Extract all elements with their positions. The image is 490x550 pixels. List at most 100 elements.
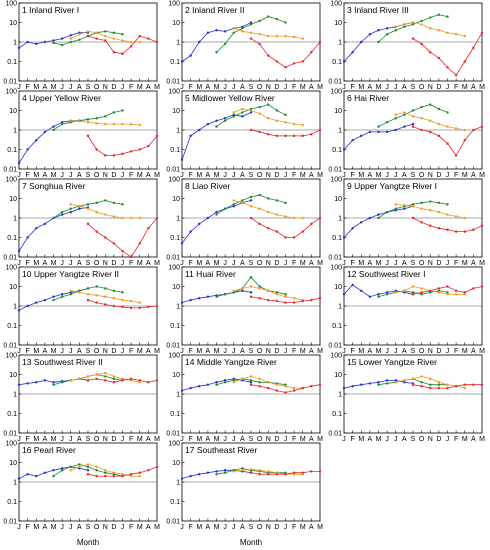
data-point <box>454 289 458 293</box>
data-point <box>86 30 90 33</box>
x-tick-label: O <box>94 260 100 267</box>
data-point <box>215 381 218 384</box>
data-point <box>411 203 415 206</box>
x-tick-label: M <box>462 84 468 91</box>
x-tick-label: M <box>300 84 306 91</box>
data-point <box>155 465 159 469</box>
series-line <box>181 112 252 160</box>
x-tick-label: J <box>385 172 389 179</box>
data-point <box>446 383 449 386</box>
data-point <box>121 122 124 126</box>
data-point <box>437 287 441 290</box>
data-point <box>463 383 466 386</box>
data-point <box>403 207 406 210</box>
y-tick-label: 0.1 <box>170 323 180 330</box>
data-point <box>420 105 423 109</box>
data-point <box>112 304 116 308</box>
data-point <box>241 111 244 114</box>
data-point <box>112 297 116 300</box>
data-point <box>275 17 279 21</box>
data-point <box>52 381 55 384</box>
data-point <box>232 111 235 114</box>
data-point <box>223 379 227 382</box>
data-point <box>129 306 133 310</box>
y-tick-label: 100 <box>168 89 180 96</box>
x-tick-label: J <box>17 436 21 443</box>
data-point <box>249 379 253 382</box>
data-point <box>86 222 90 226</box>
data-point <box>420 375 423 378</box>
x-tick-label: M <box>214 348 220 355</box>
x-tick-label: O <box>257 260 263 267</box>
x-tick-label: A <box>402 260 407 267</box>
data-point <box>138 216 141 220</box>
data-point <box>249 111 253 114</box>
data-point <box>147 37 150 40</box>
data-point <box>411 285 415 288</box>
x-tick-label: M <box>154 524 160 531</box>
x-tick-label: F <box>129 84 133 91</box>
data-point <box>95 210 98 214</box>
data-point <box>189 134 192 138</box>
x-tick-label: N <box>266 524 271 531</box>
x-tick-label: S <box>86 260 91 267</box>
data-point <box>138 34 141 38</box>
data-point <box>43 40 47 44</box>
data-point <box>189 298 192 302</box>
x-tick-label: A <box>146 84 151 91</box>
data-point <box>138 379 141 382</box>
data-point <box>284 34 287 38</box>
data-point <box>138 148 141 151</box>
x-tick-label: F <box>188 260 192 267</box>
data-point <box>86 379 90 382</box>
panel-title: 6 Hai River <box>347 93 389 103</box>
y-tick-label: 0.01 <box>166 343 180 350</box>
x-tick-label: J <box>284 172 288 179</box>
x-tick-label: J <box>342 348 346 355</box>
data-point <box>223 471 227 474</box>
data-point <box>420 207 423 210</box>
data-point <box>301 230 304 233</box>
x-tick-label: A <box>146 524 151 531</box>
x-tick-label: M <box>154 172 160 179</box>
panel-title: 9 Upper Yangtze River I <box>347 181 437 191</box>
x-tick-label: J <box>385 260 389 267</box>
data-point <box>292 134 296 138</box>
x-tick-label: F <box>350 260 354 267</box>
y-tick-label: 0.1 <box>7 411 17 418</box>
x-tick-label: M <box>137 260 143 267</box>
data-point <box>342 236 346 239</box>
x-tick-label: M <box>154 348 160 355</box>
x-tick-label: N <box>103 348 108 355</box>
y-tick-label: 100 <box>330 177 342 184</box>
data-point <box>78 291 81 294</box>
data-point <box>368 130 372 134</box>
data-point <box>241 201 244 205</box>
x-tick-label: M <box>51 436 57 443</box>
data-point <box>437 29 441 32</box>
y-tick-label: 1 <box>13 216 17 223</box>
y-tick-label: 1 <box>176 304 180 311</box>
x-tick-label: J <box>180 436 184 443</box>
x-tick-label: A <box>206 172 211 179</box>
data-point <box>215 470 218 473</box>
data-point <box>155 379 159 382</box>
data-point <box>112 242 116 245</box>
data-point <box>189 474 192 478</box>
data-point <box>258 287 261 290</box>
data-point <box>78 463 81 466</box>
data-point <box>198 385 201 388</box>
y-tick-label: 10 <box>9 108 17 115</box>
data-point <box>394 117 397 120</box>
data-point <box>429 119 432 122</box>
data-point <box>437 107 441 111</box>
x-tick-label: A <box>43 84 48 91</box>
y-tick-label: 0.01 <box>3 519 17 526</box>
data-point <box>275 119 279 122</box>
x-tick-label: A <box>240 524 245 531</box>
x-tick-label: A <box>77 436 82 443</box>
x-tick-label: F <box>292 348 296 355</box>
data-point <box>95 465 98 469</box>
data-point <box>275 389 279 392</box>
